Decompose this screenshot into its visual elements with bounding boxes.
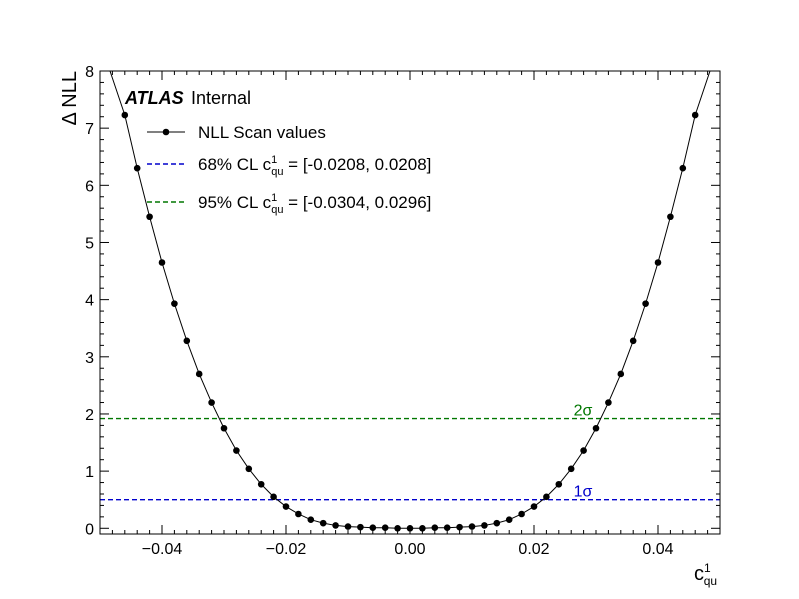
x-tick-label: 0.04 — [642, 541, 673, 558]
sigma-label-1: 1σ — [574, 484, 593, 501]
data-point — [518, 510, 525, 518]
y-tick-label: 7 — [85, 121, 94, 138]
data-point — [121, 111, 129, 119]
y-axis-label: Δ NLL — [59, 71, 81, 126]
data-point — [357, 523, 364, 531]
data-point — [133, 164, 141, 172]
legend-label-suffix: = [-0.0304, 0.0296] — [283, 193, 431, 212]
y-tick-label: 3 — [85, 350, 94, 367]
data-point — [679, 164, 687, 172]
legend-coeff-sup: 1 — [271, 154, 277, 166]
data-point — [257, 480, 265, 488]
data-point — [580, 447, 587, 454]
data-point — [505, 516, 513, 524]
y-tick-label: 4 — [85, 293, 94, 310]
data-point — [233, 447, 240, 454]
data-point — [319, 519, 327, 527]
data-point — [493, 519, 501, 527]
axis-ticks — [99, 70, 721, 534]
data-point — [282, 503, 290, 510]
legend-label-prefix: 68% CL — [198, 155, 263, 174]
data-point — [158, 259, 166, 266]
series-layer — [109, 71, 711, 532]
y-tick-label: 6 — [85, 178, 94, 195]
legend-coeff-base: c — [263, 155, 272, 174]
y-tick-label: 2 — [85, 407, 94, 424]
data-point — [394, 524, 401, 532]
experiment-label: ATLAS Internal — [124, 88, 251, 108]
sigma-label-2: 2σ — [574, 403, 593, 420]
atlas-logo-text: ATLAS — [124, 88, 184, 108]
data-point — [617, 370, 625, 378]
data-point — [220, 424, 228, 432]
legend-label-suffix: = [-0.0208, 0.0208] — [283, 155, 431, 174]
data-point — [245, 465, 253, 473]
data-point — [195, 370, 203, 378]
x-tick-label: 0.00 — [394, 541, 425, 558]
data-point — [667, 213, 674, 221]
plot-frame — [99, 70, 721, 535]
legend-coeff-base: c — [263, 193, 272, 212]
legend-coeff-sub: qu — [271, 204, 283, 216]
legend-marker-nll — [162, 128, 170, 136]
data-point — [691, 111, 699, 119]
data-point — [654, 259, 662, 266]
data-point — [456, 523, 463, 531]
data-point — [592, 424, 600, 432]
data-point — [642, 300, 649, 307]
y-tick-label: 5 — [85, 235, 94, 252]
x-axis-label-base: c — [694, 563, 704, 585]
legend-label-1: NLL Scan values — [198, 123, 326, 142]
data-point — [171, 300, 178, 307]
data-point — [431, 524, 439, 532]
x-axis-label-sup: 1 — [704, 561, 711, 575]
data-point — [443, 524, 451, 532]
status-text: Internal — [191, 88, 251, 108]
x-tick-label: −0.02 — [266, 541, 307, 558]
legend-label-3: 95% CL c1 qu = [-0.0304, 0.0296] — [198, 192, 431, 216]
x-axis-label-sub: qu — [704, 574, 717, 588]
legend-label-2: 68% CL c1 qu = [-0.0208, 0.0208] — [198, 154, 431, 178]
legend-coeff-sub: qu — [271, 166, 283, 178]
data-point — [629, 337, 637, 345]
x-tick-label: 0.02 — [518, 541, 549, 558]
tick-labels: −0.04 −0.02 0.00 0.02 0.04 0 1 2 3 4 5 6 7 8 — [85, 64, 674, 558]
x-axis-label: c1 qu — [694, 561, 717, 588]
data-point — [146, 213, 153, 221]
data-point — [406, 524, 414, 532]
y-tick-label: 8 — [85, 64, 94, 81]
data-point — [332, 522, 339, 529]
data-point — [555, 480, 563, 488]
x-tick-label: −0.04 — [142, 541, 183, 558]
legend-label-prefix: NLL Scan values — [198, 123, 326, 142]
data-point — [419, 524, 426, 532]
data-point — [543, 493, 550, 501]
legend-label-prefix: 95% CL — [198, 193, 263, 212]
data-point — [605, 399, 612, 406]
y-tick-label: 1 — [85, 464, 94, 481]
data-point — [481, 522, 488, 529]
data-point — [369, 524, 377, 532]
data-point — [183, 337, 191, 345]
y-tick-label: 0 — [85, 521, 94, 538]
data-point — [208, 399, 215, 406]
data-point — [295, 510, 302, 518]
data-point — [307, 516, 315, 524]
data-point — [530, 503, 538, 510]
data-point — [567, 465, 575, 473]
data-point — [344, 523, 352, 530]
legend-coeff-sup: 1 — [271, 192, 277, 204]
reference-lines: 1σ 2σ — [100, 403, 720, 501]
data-point — [468, 523, 476, 530]
data-point — [381, 524, 389, 532]
data-point — [270, 493, 277, 501]
